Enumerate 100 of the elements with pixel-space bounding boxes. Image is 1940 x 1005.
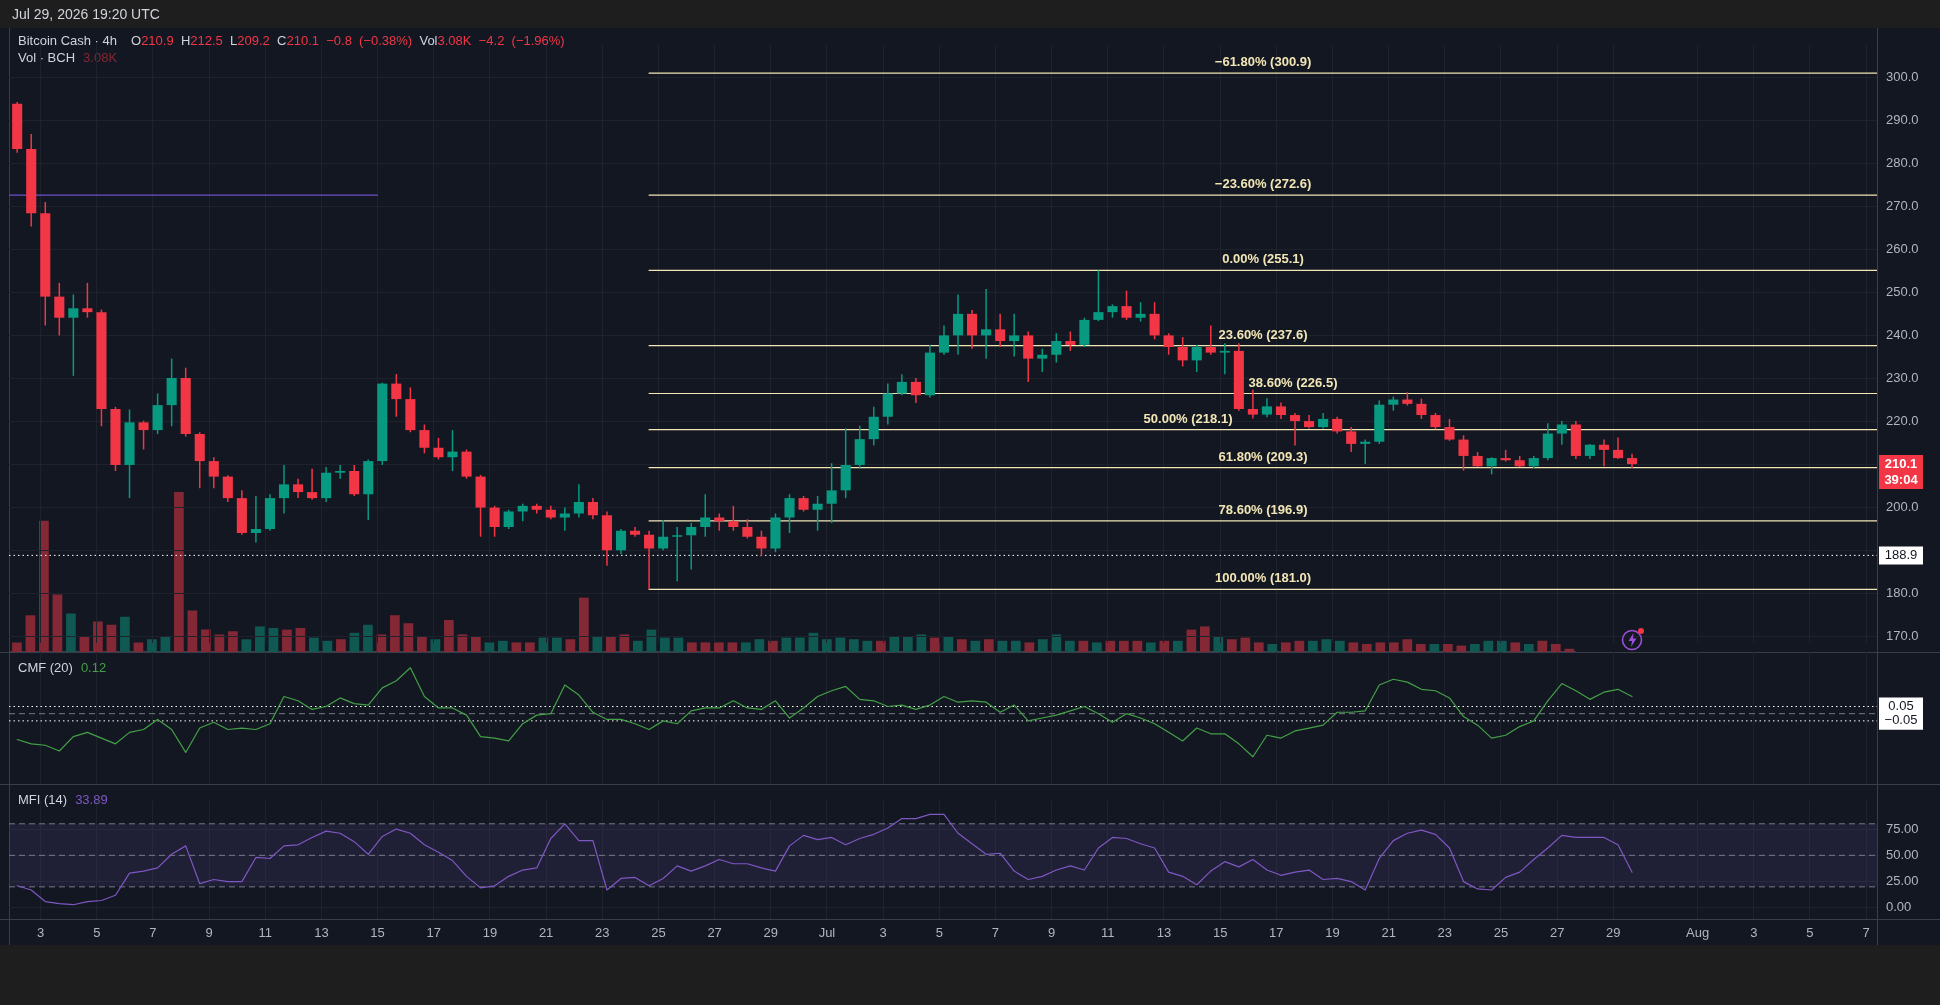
bar bbox=[52, 594, 63, 652]
bar bbox=[66, 613, 76, 652]
x-tick-label: 15 bbox=[370, 925, 385, 941]
y-tick-label: 280.0 bbox=[1886, 154, 1919, 170]
text: Jul 29, 2026 19:20 UTC bbox=[12, 6, 160, 22]
bar bbox=[633, 640, 643, 652]
series-label: −23.60% (272.6) bbox=[1214, 176, 1312, 192]
bar bbox=[970, 640, 981, 652]
candlestick bbox=[1360, 439, 1371, 465]
bar bbox=[835, 637, 846, 652]
x-tick-label: 5 bbox=[1806, 925, 1814, 941]
x-tick-label: 23 bbox=[595, 925, 610, 941]
candlestick bbox=[672, 526, 683, 582]
y-tick-label: 0.00 bbox=[1886, 899, 1912, 915]
bar bbox=[1091, 642, 1102, 652]
bar bbox=[1132, 640, 1143, 652]
bar bbox=[1361, 644, 1372, 652]
bar bbox=[997, 640, 1008, 652]
y-tick-label: 240.0 bbox=[1886, 326, 1919, 342]
bar bbox=[174, 492, 184, 652]
y-tick-label: 180.0 bbox=[1886, 585, 1919, 601]
bar bbox=[1240, 637, 1251, 652]
bar bbox=[1402, 639, 1413, 652]
bar bbox=[1186, 629, 1197, 652]
bar bbox=[498, 640, 508, 652]
bar bbox=[1348, 642, 1359, 652]
bar bbox=[1429, 644, 1440, 652]
bar bbox=[1375, 642, 1386, 652]
x-tick-label: 3 bbox=[36, 925, 45, 941]
bar bbox=[1483, 640, 1494, 652]
bar bbox=[552, 637, 562, 652]
bar bbox=[1010, 640, 1021, 652]
x-tick-label: 25 bbox=[651, 925, 666, 941]
bar bbox=[241, 639, 252, 652]
bar bbox=[201, 629, 211, 652]
series-label: 50.00% (218.1) bbox=[1143, 410, 1233, 426]
ref-line-label: −0.05 bbox=[1884, 712, 1918, 728]
series-label: 100.00% (181.0) bbox=[1214, 570, 1312, 586]
x-tick-label: 27 bbox=[707, 925, 722, 941]
candlestick bbox=[1598, 439, 1610, 467]
text: CMF (20) bbox=[18, 660, 73, 675]
bar bbox=[1159, 640, 1170, 652]
x-tick-label: 21 bbox=[1381, 925, 1396, 941]
bar bbox=[822, 639, 832, 652]
x-tick-label: 13 bbox=[1156, 925, 1172, 941]
bar bbox=[700, 642, 711, 652]
y-tick-label: 220.0 bbox=[1886, 413, 1919, 429]
bar bbox=[309, 637, 319, 652]
series-label: 23.60% (237.6) bbox=[1218, 326, 1308, 342]
bar bbox=[471, 636, 481, 652]
text: 39:04 bbox=[1883, 472, 1919, 489]
series-label: 61.80% (209.3) bbox=[1218, 448, 1308, 464]
bar bbox=[1550, 644, 1561, 652]
series-label: 78.60% (196.9) bbox=[1218, 502, 1308, 518]
bar bbox=[1388, 642, 1399, 652]
x-tick-label: 23 bbox=[1437, 925, 1453, 941]
y-tick-label: 50.00 bbox=[1886, 846, 1919, 862]
candlestick bbox=[1009, 313, 1020, 357]
x-tick-label: Aug bbox=[1686, 925, 1710, 941]
ref-line-label: 188.9 bbox=[1884, 546, 1918, 562]
chart-title: Bitcoin Cash · 4h bbox=[18, 33, 117, 48]
bar bbox=[1213, 636, 1224, 652]
bar bbox=[322, 640, 333, 652]
bar bbox=[957, 639, 967, 652]
y-tick-label: 230.0 bbox=[1886, 370, 1919, 386]
bar bbox=[714, 642, 724, 652]
bar bbox=[862, 640, 873, 652]
x-tick-label: 27 bbox=[1549, 925, 1565, 941]
bar bbox=[983, 639, 994, 652]
candlestick bbox=[278, 464, 290, 514]
y-tick-label: 250.0 bbox=[1886, 283, 1919, 299]
x-tick-label: 19 bbox=[1325, 925, 1340, 941]
y-tick-label: 25.00 bbox=[1886, 873, 1919, 889]
bar bbox=[754, 639, 765, 652]
bar bbox=[1118, 640, 1129, 652]
annotation: 33.89 bbox=[75, 792, 108, 807]
x-tick-label: 5 bbox=[93, 925, 101, 941]
bar bbox=[1267, 644, 1278, 652]
series-label: 38.60% (226.5) bbox=[1248, 374, 1338, 390]
candlestick bbox=[1205, 325, 1216, 355]
candlestick bbox=[1247, 389, 1258, 419]
ref-line-label: 0.05 bbox=[1888, 698, 1914, 714]
text: O210.9 H212.5 L209.2 C210.1 −0.8 (−0.38%) Vol3.08K −4.2 (−1.96%) bbox=[131, 33, 565, 48]
y-tick-label: 170.0 bbox=[1886, 628, 1919, 644]
bar bbox=[525, 642, 535, 652]
bar bbox=[1051, 634, 1062, 652]
bar bbox=[1172, 640, 1183, 652]
x-tick-label: 13 bbox=[314, 925, 329, 941]
bar bbox=[673, 637, 684, 652]
bar bbox=[120, 616, 130, 652]
bar bbox=[916, 634, 927, 652]
bar bbox=[39, 520, 49, 652]
bar bbox=[25, 615, 36, 652]
bar bbox=[511, 642, 522, 652]
bar bbox=[1145, 642, 1156, 652]
bar bbox=[1064, 640, 1075, 652]
bar bbox=[727, 642, 738, 652]
candlestick bbox=[335, 464, 346, 479]
bar bbox=[228, 631, 238, 652]
x-tick-label: 7 bbox=[991, 925, 1000, 941]
